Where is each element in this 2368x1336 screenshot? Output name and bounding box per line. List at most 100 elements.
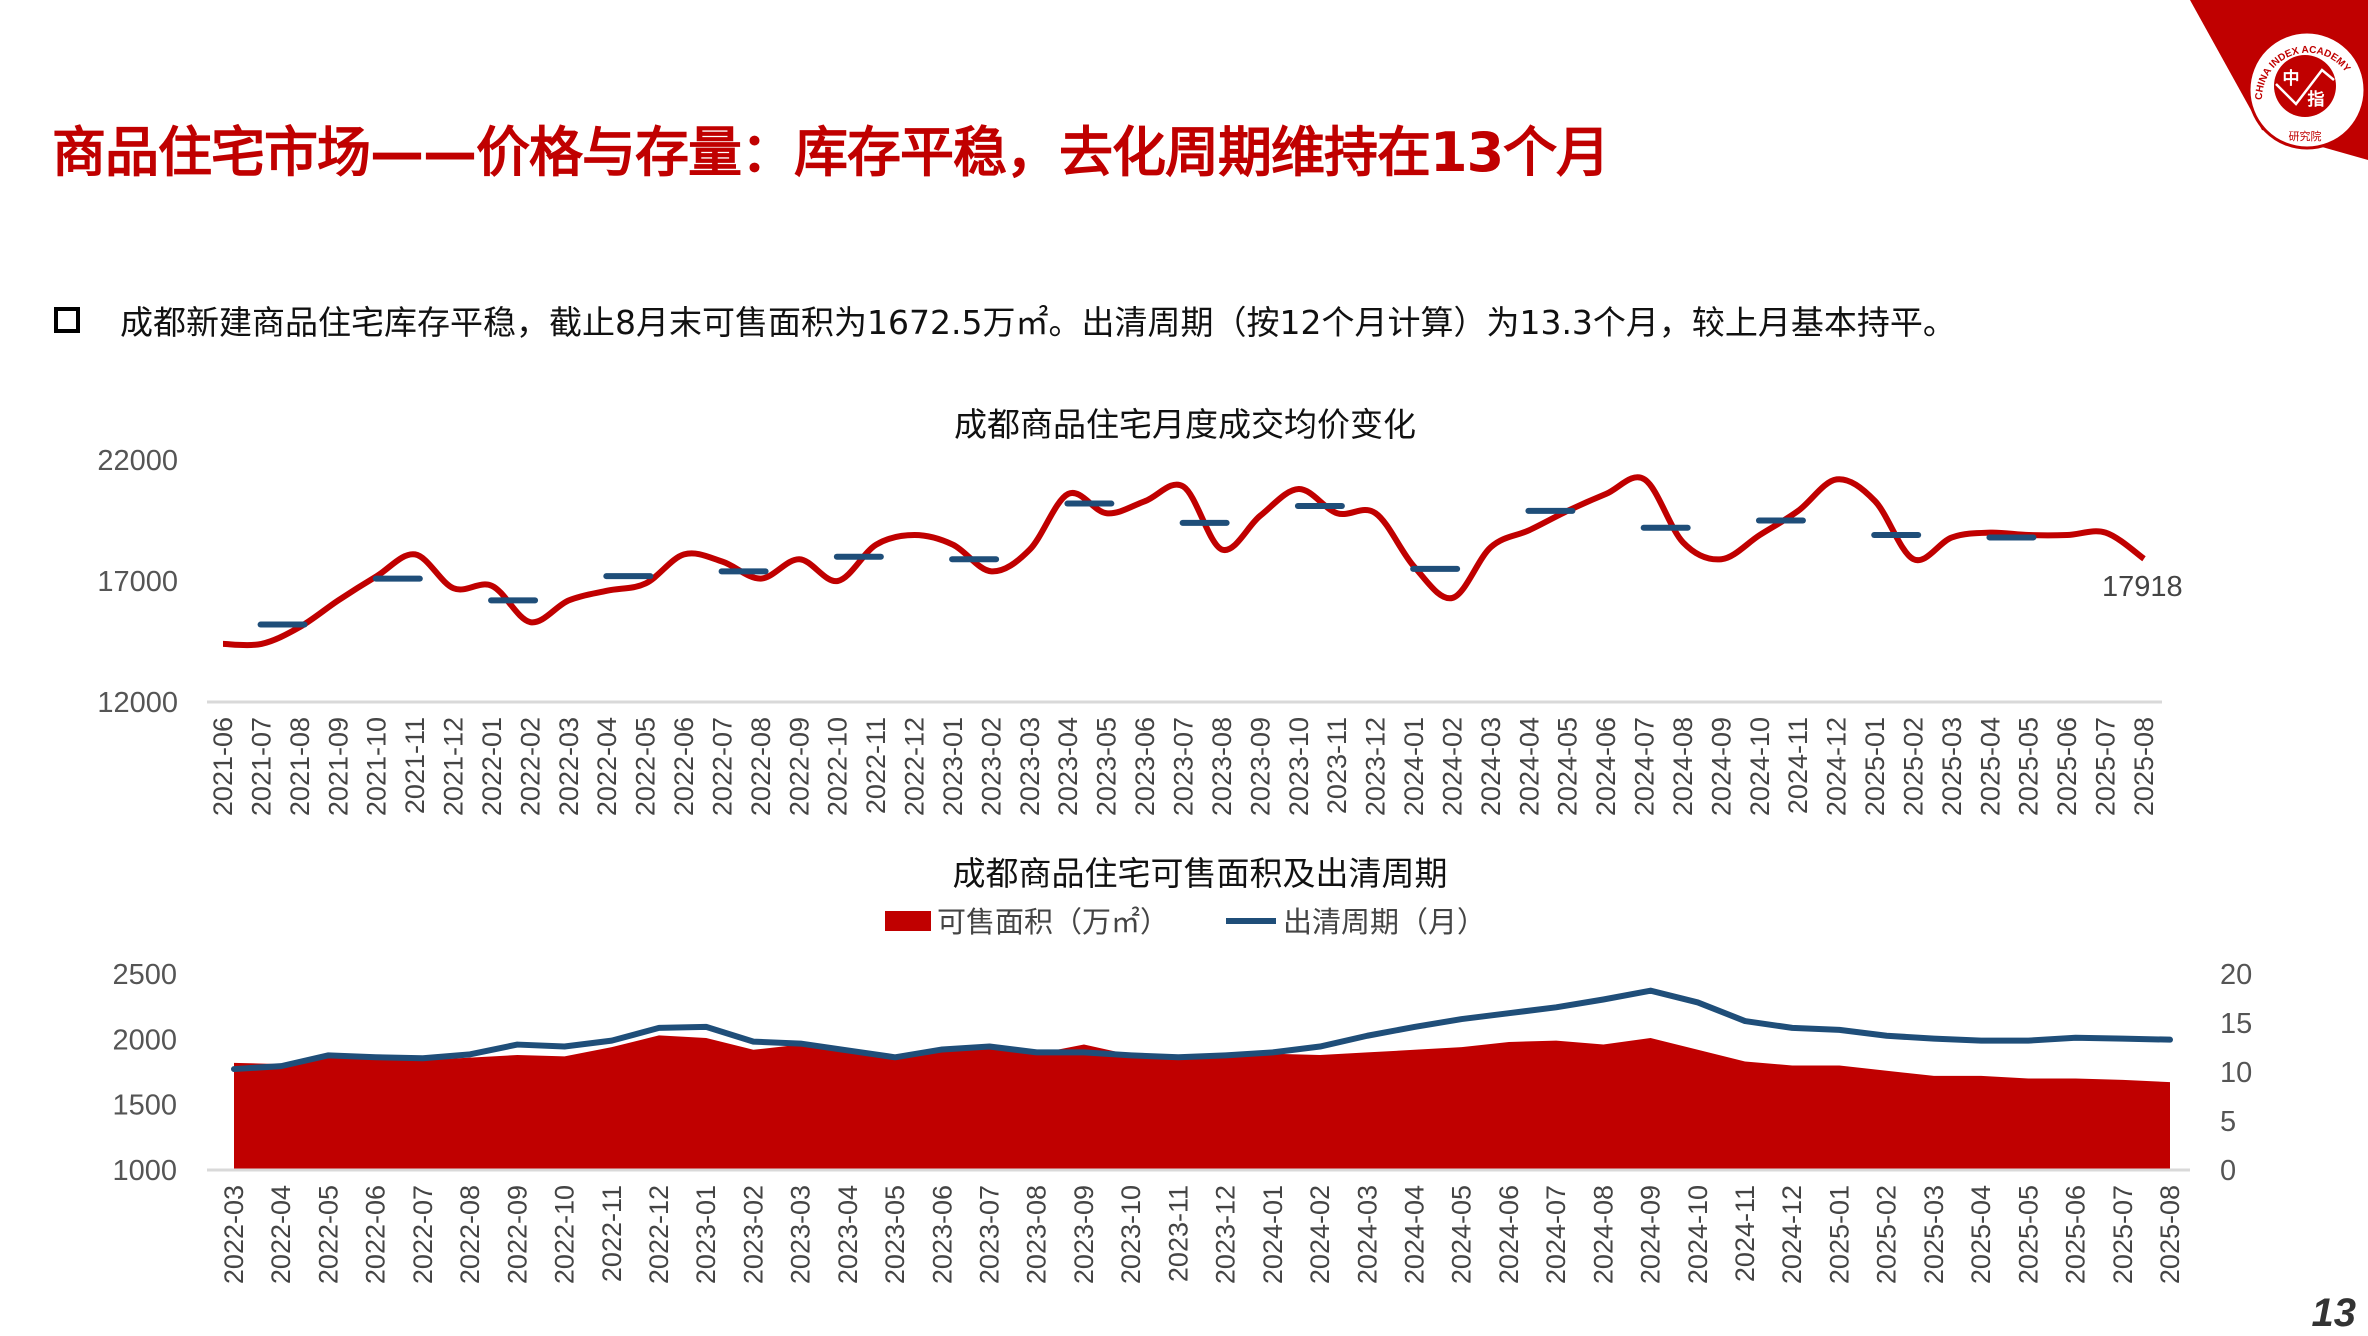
x-tick-label: 2021-07	[246, 717, 276, 816]
x-tick-label: 2024-10	[1745, 717, 1775, 816]
x-tick-label: 2023-03	[786, 1185, 816, 1284]
x-tick-label: 2022-09	[784, 717, 814, 816]
x-tick-label: 2024-05	[1447, 1185, 1477, 1284]
x-tick-label: 2022-11	[597, 1185, 627, 1282]
x-tick-label: 2024-02	[1437, 717, 1467, 816]
x-tick-label: 2022-08	[746, 717, 776, 816]
x-tick-label: 2024-04	[1399, 1185, 1429, 1284]
x-tick-label: 2023-10	[1284, 717, 1314, 816]
y-right-tick-label: 10	[2220, 1057, 2252, 1089]
x-tick-label: 2025-06	[2061, 1185, 2091, 1284]
x-tick-label: 2024-01	[1399, 717, 1429, 816]
x-tick-label: 2023-09	[1069, 1185, 1099, 1284]
legend-label-line: 出清周期（月）	[1283, 906, 1486, 939]
x-tick-label: 2025-04	[1966, 1185, 1996, 1284]
x-tick-label: 2025-05	[2013, 1185, 2043, 1284]
x-tick-label: 2025-04	[1975, 717, 2005, 816]
square-bullet-icon	[54, 307, 80, 333]
x-tick-label: 2023-01	[691, 1185, 721, 1284]
x-tick-label: 2022-12	[900, 717, 930, 816]
x-tick-label: 2023-10	[1116, 1185, 1146, 1284]
x-tick-label: 2021-12	[439, 717, 469, 816]
x-tick-label: 2022-02	[515, 717, 545, 816]
y-tick-label: 17000	[97, 566, 178, 598]
x-tick-label: 2025-07	[2108, 1185, 2138, 1284]
x-tick-label: 2023-05	[880, 1185, 910, 1284]
x-tick-label: 2023-02	[976, 717, 1006, 816]
y-right-tick-label: 5	[2220, 1106, 2236, 1138]
x-tick-label: 2024-11	[1730, 1185, 1760, 1282]
y-left-tick-label: 1000	[112, 1155, 177, 1187]
x-tick-label: 2025-07	[2091, 717, 2121, 816]
logo-char-zhi: 指	[2308, 89, 2325, 109]
y-right-tick-label: 20	[2220, 959, 2252, 991]
x-tick-label: 2024-08	[1588, 1185, 1618, 1284]
x-tick-label: 2025-02	[1898, 717, 1928, 816]
monthly-price-line	[222, 474, 2146, 649]
x-tick-label: 2024-03	[1476, 717, 1506, 816]
legend-label-area: 可售面积（万㎡）	[937, 906, 1169, 939]
x-tick-label: 2024-07	[1630, 717, 1660, 816]
legend-swatch-area	[885, 911, 931, 931]
x-tick-label: 2022-07	[707, 717, 737, 816]
x-tick-label: 2025-01	[1860, 717, 1890, 816]
x-tick-label: 2022-06	[669, 717, 699, 816]
x-tick-label: 2022-01	[477, 717, 507, 816]
y-tick-label: 22000	[97, 445, 178, 477]
x-tick-label: 2025-05	[2014, 717, 2044, 816]
x-tick-label: 2023-11	[1322, 717, 1352, 814]
x-tick-label: 2022-05	[631, 717, 661, 816]
x-tick-label: 2023-08	[1022, 1185, 1052, 1284]
x-tick-label: 2022-04	[592, 717, 622, 816]
y-left-tick-label: 1500	[112, 1090, 177, 1122]
x-tick-label: 2022-11	[861, 717, 891, 814]
x-tick-label: 2022-09	[502, 1185, 532, 1284]
x-tick-label: 2025-08	[2129, 717, 2159, 816]
x-tick-label: 2023-03	[1015, 717, 1045, 816]
y-left-tick-label: 2500	[112, 959, 177, 991]
logo: 中 指 CHINA INDEX ACADEMY 研究院	[2190, 0, 2368, 160]
bullet-point: 成都新建商品住宅库存平稳，截止8月末可售面积为1672.5万㎡。出清周期（按12…	[54, 296, 1956, 344]
x-tick-label: 2025-02	[1872, 1185, 1902, 1284]
x-tick-label: 2022-10	[823, 717, 853, 816]
logo-institute-text: 研究院	[2289, 129, 2322, 143]
x-tick-label: 2024-10	[1683, 1185, 1713, 1284]
x-tick-label: 2025-01	[1824, 1185, 1854, 1284]
x-tick-label: 2025-08	[2155, 1185, 2185, 1284]
x-tick-label: 2022-06	[361, 1185, 391, 1284]
y-tick-label: 12000	[97, 687, 178, 719]
x-tick-label: 2024-05	[1553, 717, 1583, 816]
x-tick-label: 2023-02	[738, 1185, 768, 1284]
x-tick-label: 2023-07	[1169, 717, 1199, 816]
x-tick-label: 2023-12	[1361, 717, 1391, 816]
x-tick-label: 2023-06	[1130, 717, 1160, 816]
x-tick-label: 2023-05	[1092, 717, 1122, 816]
y-left-tick-label: 2000	[112, 1024, 177, 1056]
logo-check-icon	[2275, 68, 2335, 106]
bullet-text: 成都新建商品住宅库存平稳，截止8月末可售面积为1672.5万㎡。出清周期（按12…	[120, 303, 1956, 342]
x-tick-label: 2023-01	[938, 717, 968, 816]
y-right-tick-label: 0	[2220, 1155, 2236, 1187]
x-tick-label: 2022-07	[408, 1185, 438, 1284]
x-tick-label: 2024-09	[1706, 717, 1736, 816]
chart-title: 成都商品住宅可售面积及出清周期	[953, 855, 1448, 892]
x-tick-label: 2024-11	[1783, 717, 1813, 814]
x-tick-label: 2021-10	[362, 717, 392, 816]
x-tick-label: 2022-03	[219, 1185, 249, 1284]
x-tick-label: 2024-07	[1541, 1185, 1571, 1284]
x-tick-label: 2023-11	[1163, 1185, 1193, 1282]
x-tick-label: 2021-09	[323, 717, 353, 816]
y-right-tick-label: 15	[2220, 1008, 2252, 1040]
x-tick-label: 2024-04	[1514, 717, 1544, 816]
x-tick-label: 2021-06	[208, 717, 238, 816]
x-tick-label: 2024-09	[1636, 1185, 1666, 1284]
x-tick-label: 2024-12	[1822, 717, 1852, 816]
page-title: 商品住宅市场——价格与存量：库存平稳，去化周期维持在13个月	[52, 121, 1610, 184]
x-tick-label: 2022-08	[455, 1185, 485, 1284]
x-tick-label: 2023-06	[927, 1185, 957, 1284]
x-tick-label: 2022-05	[313, 1185, 343, 1284]
x-tick-label: 2021-08	[285, 717, 315, 816]
x-tick-label: 2021-11	[400, 717, 430, 814]
